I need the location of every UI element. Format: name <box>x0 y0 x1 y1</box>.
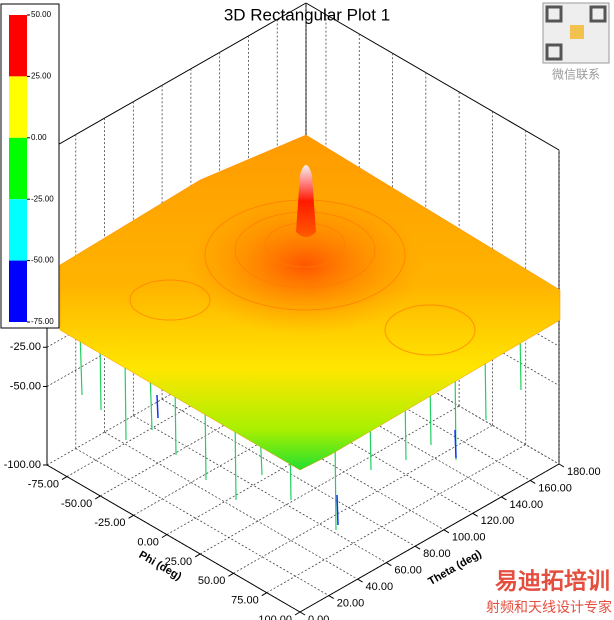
qr-finder <box>545 5 563 23</box>
legend-band <box>9 260 27 322</box>
x-tick <box>194 553 201 558</box>
y-tick-label: 80.00 <box>423 548 451 560</box>
legend-tick-label: -50.00 <box>31 256 54 265</box>
y-tick-label: 60.00 <box>394 565 422 577</box>
y-tick <box>501 496 507 501</box>
y-tick <box>414 545 421 550</box>
x-tick-label: -75.00 <box>28 479 59 491</box>
y-axis <box>299 463 560 613</box>
x-tick <box>128 514 134 519</box>
x-tick <box>294 611 301 616</box>
y-tick-label: 20.00 <box>337 597 365 609</box>
legend-tick-label: -75.00 <box>31 317 54 326</box>
surface-peak <box>296 165 316 237</box>
y-tick <box>558 463 565 468</box>
y-tick <box>299 611 306 616</box>
x-tick-label: -25.00 <box>94 517 125 529</box>
y-tick-label: 100.00 <box>452 532 486 544</box>
qr-finder <box>545 43 563 61</box>
color-legend: 50.00 25.00 0.00 -25.00 -50.00 -75.00 <box>0 3 60 329</box>
x-tick-label: 0.00 <box>137 537 158 549</box>
z-tick-label: -25.00 <box>10 341 41 353</box>
x-tick-label: -50.00 <box>61 498 92 510</box>
y-tick-label: 120.00 <box>481 515 515 527</box>
surface <box>59 134 561 531</box>
legend-tick-label: 0.00 <box>31 133 47 142</box>
legend-band <box>9 199 27 261</box>
box-edge <box>305 2 560 151</box>
legend-tick-label: 50.00 <box>31 10 52 19</box>
legend-band <box>9 137 27 200</box>
y-tick <box>529 480 536 484</box>
axes: -75.00-50.00-25.000.0025.0050.0075.00100… <box>4 151 601 620</box>
chart-title: 3D Rectangular Plot 1 <box>224 5 390 24</box>
surface-deep-spikes <box>156 394 457 526</box>
y-tick <box>357 578 363 583</box>
x-tick-label: 25.00 <box>165 556 193 568</box>
y-tick-label: 40.00 <box>366 581 394 593</box>
legend-tick-label: -25.00 <box>31 194 54 203</box>
y-tick <box>472 512 478 517</box>
y-tick-label: 180.00 <box>567 466 601 478</box>
x-tick-label: 100.00 <box>258 614 292 620</box>
grid-line <box>161 398 416 547</box>
qr-caption: 微信联系 <box>552 68 600 82</box>
x-tick <box>161 534 168 539</box>
brand-watermark: 易迪拓培训 <box>495 568 610 595</box>
z-tick-label: -100.00 <box>4 459 41 471</box>
y-tick-label: 160.00 <box>538 482 572 494</box>
qr-watermark: 微信联系 <box>542 2 610 82</box>
grid-line <box>104 431 358 580</box>
grid-line <box>75 448 329 596</box>
grid-line <box>199 405 460 555</box>
x-tick <box>261 592 267 597</box>
x-tick-label: 50.00 <box>198 575 226 587</box>
x-tick <box>61 476 68 481</box>
slogan-watermark: 射频和天线设计专家 <box>486 599 612 616</box>
box-edge <box>46 2 307 152</box>
y-tick-label: 0.00 <box>308 614 329 620</box>
z-tick-label: -50.00 <box>10 380 41 392</box>
x-axis <box>46 464 301 613</box>
y-tick-label: 140.00 <box>509 499 543 511</box>
y-tick <box>443 529 450 534</box>
legend-band <box>9 76 27 138</box>
x-tick <box>228 572 234 577</box>
y-tick <box>328 595 335 599</box>
x-tick-label: 75.00 <box>231 595 259 607</box>
grid-line <box>266 444 526 594</box>
x-tick <box>95 495 101 500</box>
qr-finder <box>589 5 607 23</box>
legend-tick-label: 25.00 <box>31 72 52 81</box>
grid-line <box>233 424 493 574</box>
qr-logo <box>570 25 584 39</box>
legend-band <box>9 15 27 77</box>
y-tick <box>386 562 392 567</box>
